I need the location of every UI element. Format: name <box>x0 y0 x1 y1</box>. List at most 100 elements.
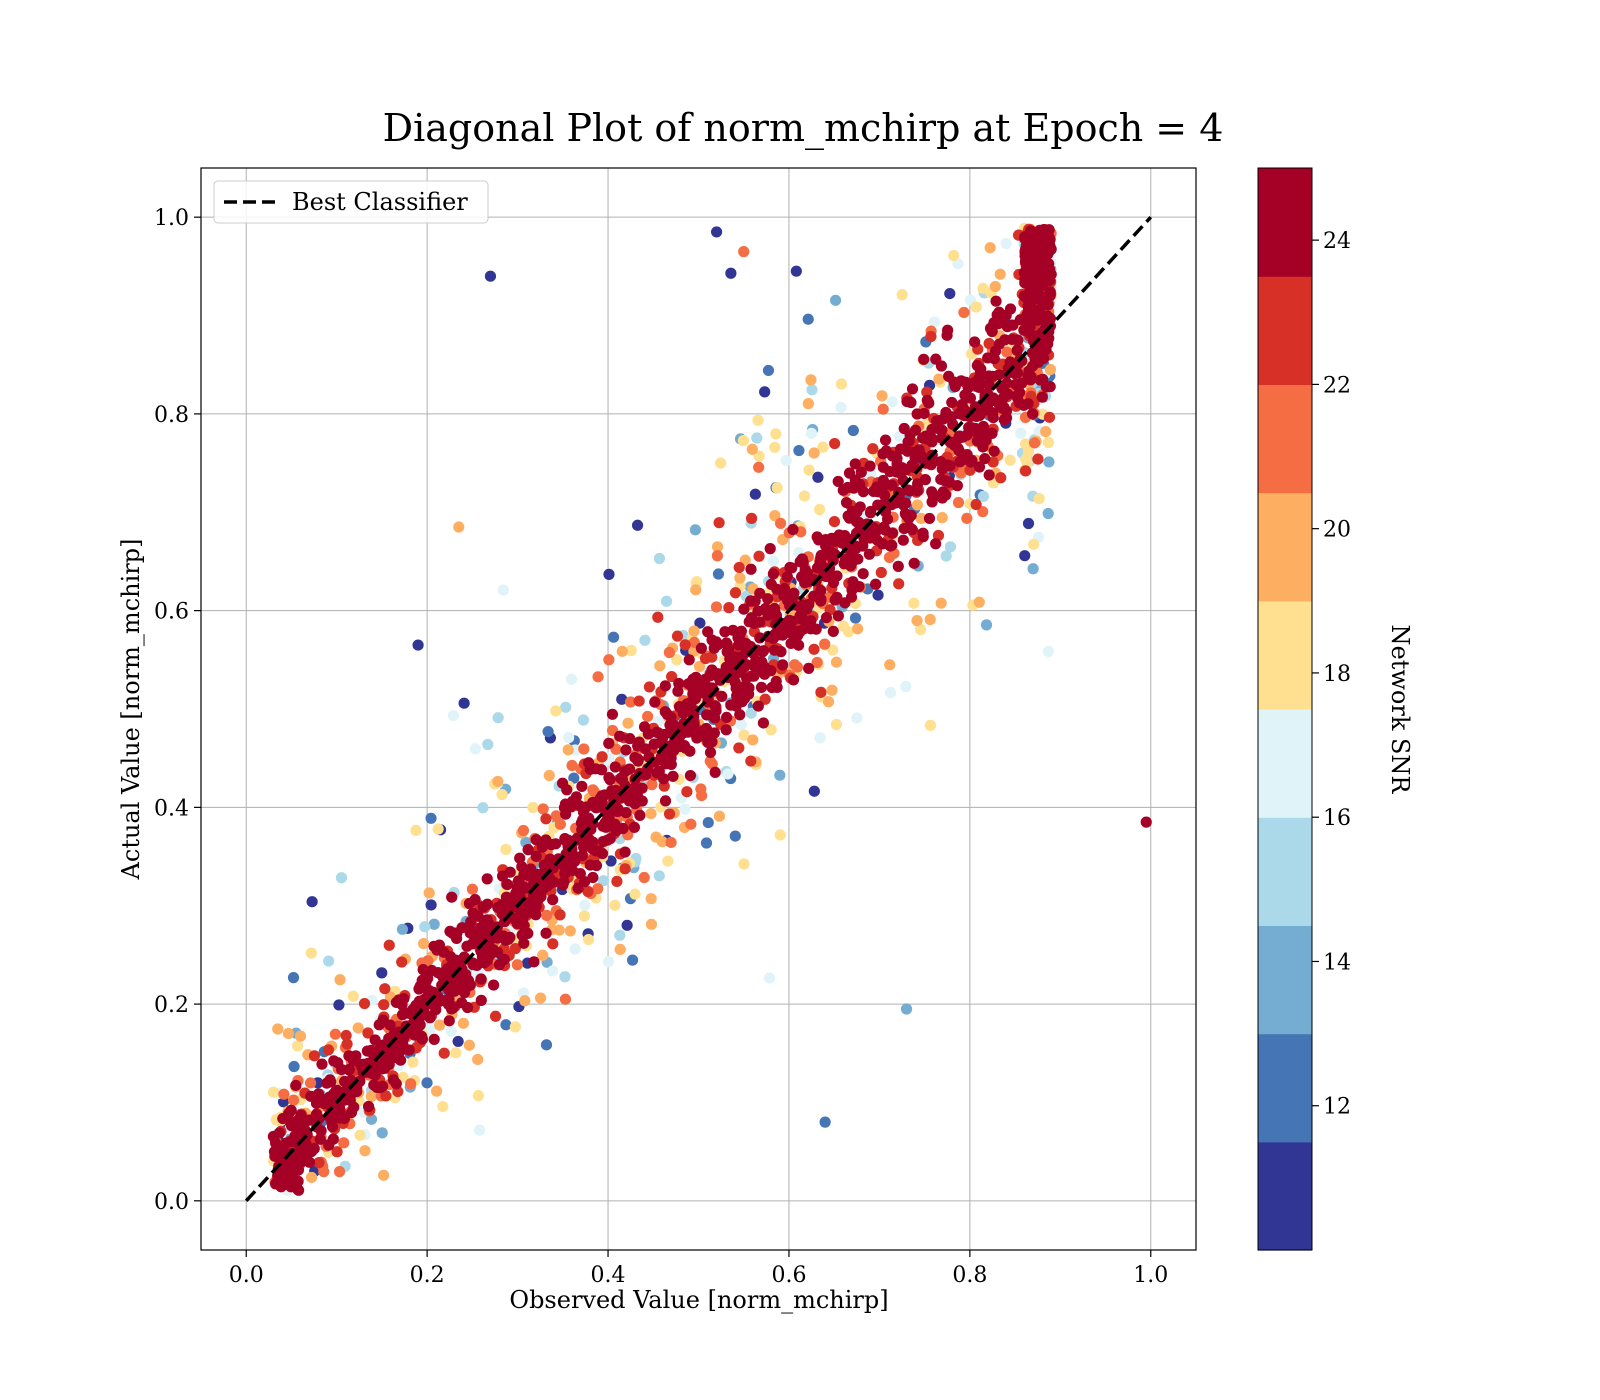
scatter-point <box>990 295 1002 307</box>
scatter-point <box>313 1157 325 1169</box>
scatter-point <box>621 919 633 931</box>
x-tick-label: 1.0 <box>1133 1263 1168 1288</box>
scatter-point <box>891 452 903 465</box>
scatter-point <box>732 639 745 651</box>
scatter-point <box>711 550 724 562</box>
scatter-point <box>301 1115 313 1127</box>
scatter-point <box>410 824 422 837</box>
scatter-point <box>921 386 933 398</box>
scatter-point <box>431 1085 443 1097</box>
scatter-point <box>423 887 435 899</box>
scatter-point <box>610 825 622 837</box>
scatter-point <box>926 496 938 508</box>
scatter-point <box>518 920 530 932</box>
scatter-point <box>759 693 771 705</box>
scatter-point <box>973 404 985 416</box>
scatter-point <box>314 1093 326 1106</box>
scatter-point <box>646 779 658 791</box>
scatter-point <box>719 626 731 638</box>
colorbar-segment <box>1258 276 1312 385</box>
scatter-point <box>721 711 733 724</box>
scatter-point <box>645 807 657 820</box>
scatter-point <box>963 421 975 434</box>
scatter-point <box>876 390 888 402</box>
scatter-point <box>989 280 1001 293</box>
scatter-point <box>924 719 937 731</box>
scatter-point <box>1013 397 1026 409</box>
scatter-point <box>562 744 574 756</box>
scatter-point <box>879 434 892 446</box>
scatter-point <box>734 572 746 584</box>
scatter-point <box>935 473 947 485</box>
scatter-point <box>870 578 882 590</box>
scatter-point <box>849 612 862 624</box>
scatter-point <box>540 927 552 939</box>
scatter-point <box>900 681 912 693</box>
colorbar-segment <box>1258 1141 1312 1251</box>
scatter-point <box>541 909 553 921</box>
scatter-point <box>1032 356 1044 368</box>
scatter-point <box>447 709 460 722</box>
scatter-point <box>1025 225 1037 237</box>
scatter-point <box>614 929 626 941</box>
scatter-point <box>803 464 815 476</box>
scatter-point <box>587 871 599 884</box>
legend: Best Classifier <box>213 180 489 224</box>
scatter-point <box>603 772 615 784</box>
scatter-point <box>624 733 636 745</box>
scatter-point <box>745 595 757 607</box>
scatter-point <box>1000 412 1013 424</box>
scatter-point <box>803 598 815 610</box>
scatter-point <box>282 1027 294 1040</box>
scatter-point <box>354 1075 366 1087</box>
scatter-point <box>656 836 668 848</box>
scatter-point <box>522 844 534 856</box>
scatter-point <box>380 1090 392 1102</box>
scatter-point <box>604 833 616 845</box>
scatter-point <box>734 709 746 721</box>
scatter-point <box>335 872 348 884</box>
scatter-point <box>1022 446 1035 458</box>
scatter-point <box>504 866 516 878</box>
scatter-point <box>713 517 725 529</box>
scatter-point <box>659 680 671 692</box>
scatter-point <box>875 566 887 579</box>
scatter-point <box>903 435 915 447</box>
scatter-point <box>689 524 701 536</box>
scatter-point <box>879 496 891 509</box>
scatter-point <box>492 775 504 788</box>
scatter-point <box>944 541 957 553</box>
scatter-point <box>369 1034 381 1046</box>
scatter-point <box>710 226 723 238</box>
scatter-point <box>908 557 920 569</box>
scatter-point <box>879 524 891 536</box>
scatter-point <box>787 523 799 536</box>
scatter-point <box>1036 391 1048 403</box>
scatter-point <box>872 486 884 498</box>
scatter-point <box>665 711 677 723</box>
scatter-point <box>397 1038 409 1050</box>
scatter-point <box>684 769 697 782</box>
scatter-point <box>390 1078 402 1090</box>
scatter-point <box>835 401 847 414</box>
scatter-point <box>735 719 747 731</box>
scatter-point <box>597 875 610 887</box>
scatter-point <box>376 967 388 979</box>
scatter-point <box>1043 411 1056 423</box>
scatter-point <box>497 584 509 596</box>
scatter-point <box>767 555 780 567</box>
scatter-point <box>745 755 757 767</box>
scatter-point <box>710 636 722 648</box>
colorbar-segment <box>1258 384 1312 494</box>
y-tick-label: 0.2 <box>154 993 189 1018</box>
scatter-point <box>973 596 985 608</box>
scatter-point <box>291 1177 303 1189</box>
scatter-point <box>847 424 859 437</box>
scatter-point <box>702 626 714 638</box>
scatter-point <box>358 997 371 1010</box>
scatter-point <box>881 513 894 525</box>
scatter-point <box>501 878 514 891</box>
scatter-point <box>272 1023 284 1035</box>
scatter-point <box>753 461 765 473</box>
scatter-point <box>620 744 632 756</box>
